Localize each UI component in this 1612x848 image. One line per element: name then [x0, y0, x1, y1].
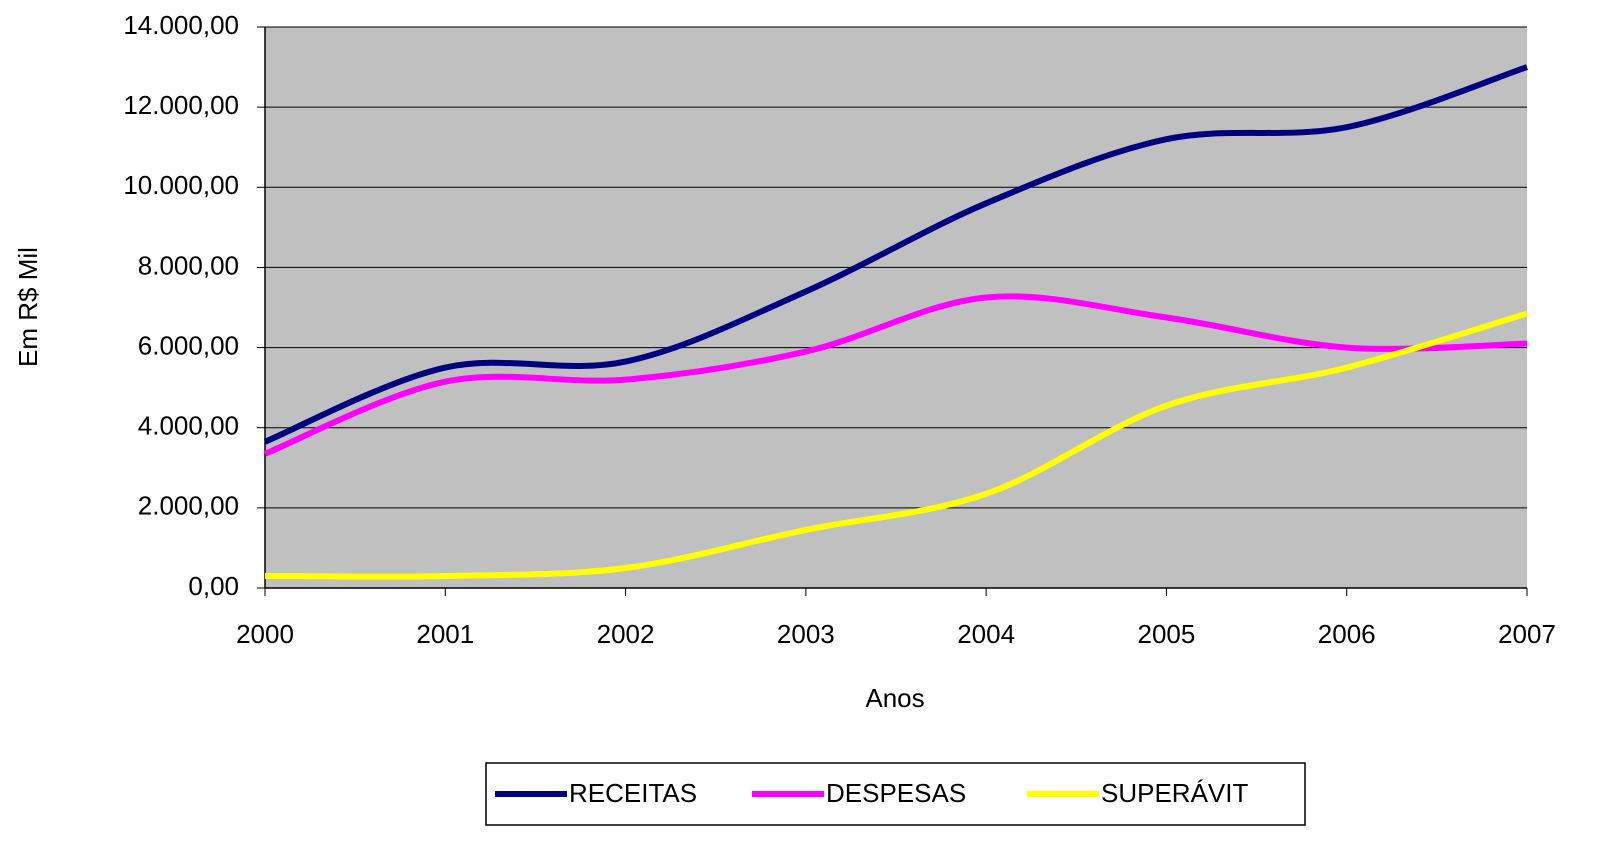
series-line: [264, 310, 1528, 580]
legend: [485, 762, 1306, 826]
plot-area: [265, 27, 1527, 588]
y-tick-label: 12.000,00: [123, 90, 239, 120]
x-tick-label: 2003: [777, 619, 835, 649]
y-tick-label: 0,00: [188, 571, 239, 601]
series-line: [263, 64, 1528, 445]
series-line: [263, 293, 1528, 457]
y-tick-label: 6.000,00: [138, 330, 239, 360]
y-tick-label: 2.000,00: [138, 491, 239, 521]
x-axis-label: Anos: [865, 683, 924, 713]
x-tick-label: 2001: [416, 619, 474, 649]
x-tick-label: 2005: [1138, 619, 1196, 649]
x-tick-label: 2007: [1498, 619, 1556, 649]
y-tick-label: 14.000,00: [123, 10, 239, 40]
legend-label: SUPERÁVIT: [1101, 778, 1248, 808]
x-tick-label: 2000: [236, 619, 294, 649]
y-axis-label: Em R$ Mil: [13, 247, 43, 367]
x-tick-label: 2006: [1318, 619, 1376, 649]
legend-label: RECEITAS: [569, 778, 697, 808]
y-tick-label: 4.000,00: [138, 411, 239, 441]
x-tick-label: 2004: [957, 619, 1015, 649]
y-tick-label: 10.000,00: [123, 170, 239, 200]
legend-label: DESPESAS: [826, 778, 966, 808]
y-tick-label: 8.000,00: [138, 250, 239, 280]
x-tick-label: 2002: [597, 619, 655, 649]
